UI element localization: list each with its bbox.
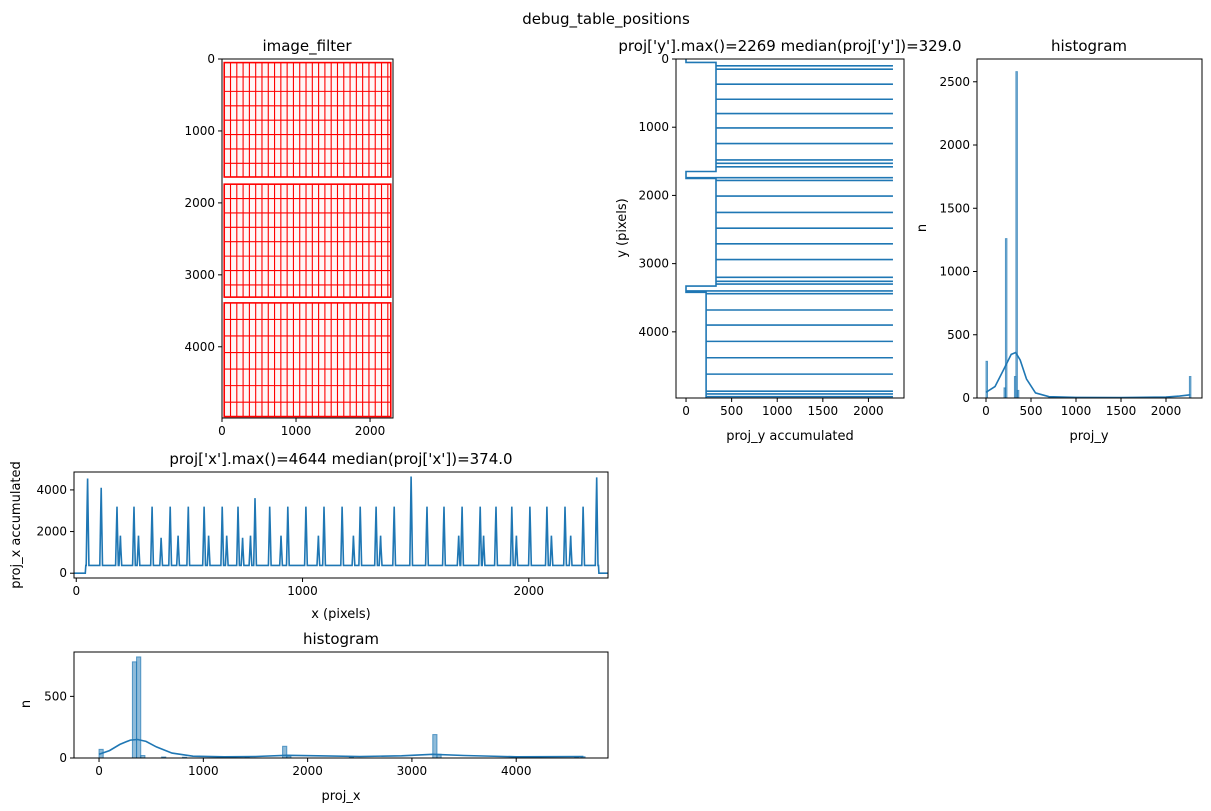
hist-y-ytick-label-2: 1000 [939, 265, 970, 279]
hist-y-xtick-label-3: 1500 [1106, 404, 1137, 418]
hist-y-xtick-label-2: 1000 [1061, 404, 1092, 418]
hist-y-panel: histogram proj_y n 0 500 1000 1500 2000 0 500 1… [915, 37, 1203, 444]
hist-y-ytick-label-4: 2000 [939, 138, 970, 152]
image-filter-ytick-label-0: 0 [207, 52, 215, 66]
hist-y-xlabel: proj_y [1069, 429, 1108, 444]
proj-y-ytick-label-3: 3000 [638, 257, 669, 271]
image-filter-xtick-label-0: 0 [218, 424, 226, 438]
image-filter-xtick-label-2: 2000 [355, 424, 386, 438]
proj-x-title: proj['x'].max()=4644 median(proj['x'])=3… [169, 450, 512, 468]
hist-x-bar-2 [136, 656, 142, 759]
proj-y-frame [675, 58, 905, 399]
hist-y-bar-4 [1015, 71, 1018, 399]
image-filter-ytick-label-2: 2000 [184, 196, 215, 210]
hist-x-kde-line [98, 738, 584, 758]
proj-y-xtick-label-3: 1500 [808, 404, 839, 418]
hist-x-xtick-label-1: 1000 [188, 764, 219, 778]
hist-x-xtick-label-4: 4000 [501, 764, 532, 778]
proj-x-ytick-label-0: 0 [59, 566, 67, 580]
proj-y-ytick-label-1: 1000 [638, 120, 669, 134]
hist-y-ytick-label-0: 0 [962, 391, 970, 405]
figure-title: debug_table_positions [522, 10, 690, 29]
hist-x-plot: 0 1000 2000 3000 4000 0 500 [44, 651, 609, 778]
proj-y-xlabel: proj_y accumulated [726, 429, 854, 444]
hist-y-bar-2 [1004, 238, 1008, 399]
proj-y-ytick-label-0: 0 [661, 52, 669, 66]
hist-y-plot: 0 500 1000 1500 2000 0 500 1000 1500 2000 2500 [939, 58, 1203, 418]
proj-y-title: proj['y'].max()=2269 median(proj['y'])=3… [618, 37, 961, 55]
hist-y-ytick-label-1: 500 [947, 328, 970, 342]
image-filter-title: image_filter [262, 37, 352, 56]
hist-y-ylabel: n [915, 224, 930, 232]
image-filter-frame [221, 58, 394, 419]
proj-x-ytick-label-2: 4000 [36, 483, 67, 497]
image-filter-panel: image_filter 0 1000 2000 0 1000 2000 3000 4000 [184, 37, 394, 438]
hist-x-bar-7 [282, 745, 288, 759]
hist-x-ylabel: n [19, 700, 34, 708]
proj-x-xtick-label-2: 2000 [514, 584, 545, 598]
hist-x-xlabel: proj_x [321, 789, 360, 804]
proj-x-xtick-label-1: 1000 [287, 584, 318, 598]
proj-x-frame [73, 471, 609, 579]
proj-x-ytick-label-1: 2000 [36, 525, 67, 539]
hist-x-xtick-label-3: 3000 [397, 764, 428, 778]
image-filter-ytick-label-3: 3000 [184, 268, 215, 282]
hist-y-xtick-label-4: 2000 [1151, 404, 1182, 418]
proj-x-plot: 0 1000 2000 0 2000 4000 [36, 471, 609, 598]
hist-y-xtick-label-1: 500 [1020, 404, 1043, 418]
hist-x-ytick-label-1: 500 [44, 689, 67, 703]
hist-y-xtick-label-0: 0 [982, 404, 990, 418]
hist-x-title: histogram [303, 630, 379, 648]
proj-x-line [74, 476, 608, 574]
proj-y-ytick-label-2: 2000 [638, 188, 669, 202]
proj-x-ylabel: proj_x accumulated [9, 461, 24, 589]
hist-x-bar-1 [131, 661, 138, 759]
image-filter-ytick-label-1: 1000 [184, 124, 215, 138]
image-filter-xtick-label-1: 1000 [281, 424, 312, 438]
hist-y-frame [976, 58, 1203, 399]
hist-x-ytick-label-0: 0 [59, 751, 67, 765]
hist-y-ytick-label-3: 1500 [939, 201, 970, 215]
image-filter-plot: 0 1000 2000 0 1000 2000 3000 4000 [184, 52, 394, 438]
hist-y-ytick-label-5: 2500 [939, 75, 970, 89]
proj-y-panel: proj['y'].max()=2269 median(proj['y'])=3… [615, 37, 962, 444]
hist-y-kde-line [985, 351, 1191, 399]
hist-x-xtick-label-2: 2000 [292, 764, 323, 778]
hist-x-panel: histogram proj_x n 0 1000 2000 3000 4000 0 500 [19, 630, 609, 804]
proj-x-panel: proj['x'].max()=4644 median(proj['x'])=3… [9, 450, 609, 622]
hist-y-bar-5 [1016, 389, 1020, 399]
proj-y-plot: 0 500 1000 1500 2000 0 1000 2000 3000 4000 [638, 52, 905, 418]
proj-y-ytick-label-4: 4000 [638, 325, 669, 339]
proj-y-baseline [685, 59, 717, 398]
proj-y-xtick-label-1: 500 [720, 404, 743, 418]
proj-y-xtick-label-4: 2000 [853, 404, 884, 418]
proj-x-xlabel: x (pixels) [311, 607, 371, 622]
image-filter-ytick-label-4: 4000 [184, 340, 215, 354]
proj-y-xtick-label-0: 0 [682, 404, 690, 418]
hist-y-title: histogram [1051, 37, 1127, 55]
proj-x-xtick-label-0: 0 [72, 584, 80, 598]
hist-x-frame [73, 651, 609, 759]
hist-x-xtick-label-0: 0 [95, 764, 103, 778]
proj-y-xtick-label-2: 1000 [762, 404, 793, 418]
proj-y-ylabel: y (pixels) [615, 198, 630, 258]
